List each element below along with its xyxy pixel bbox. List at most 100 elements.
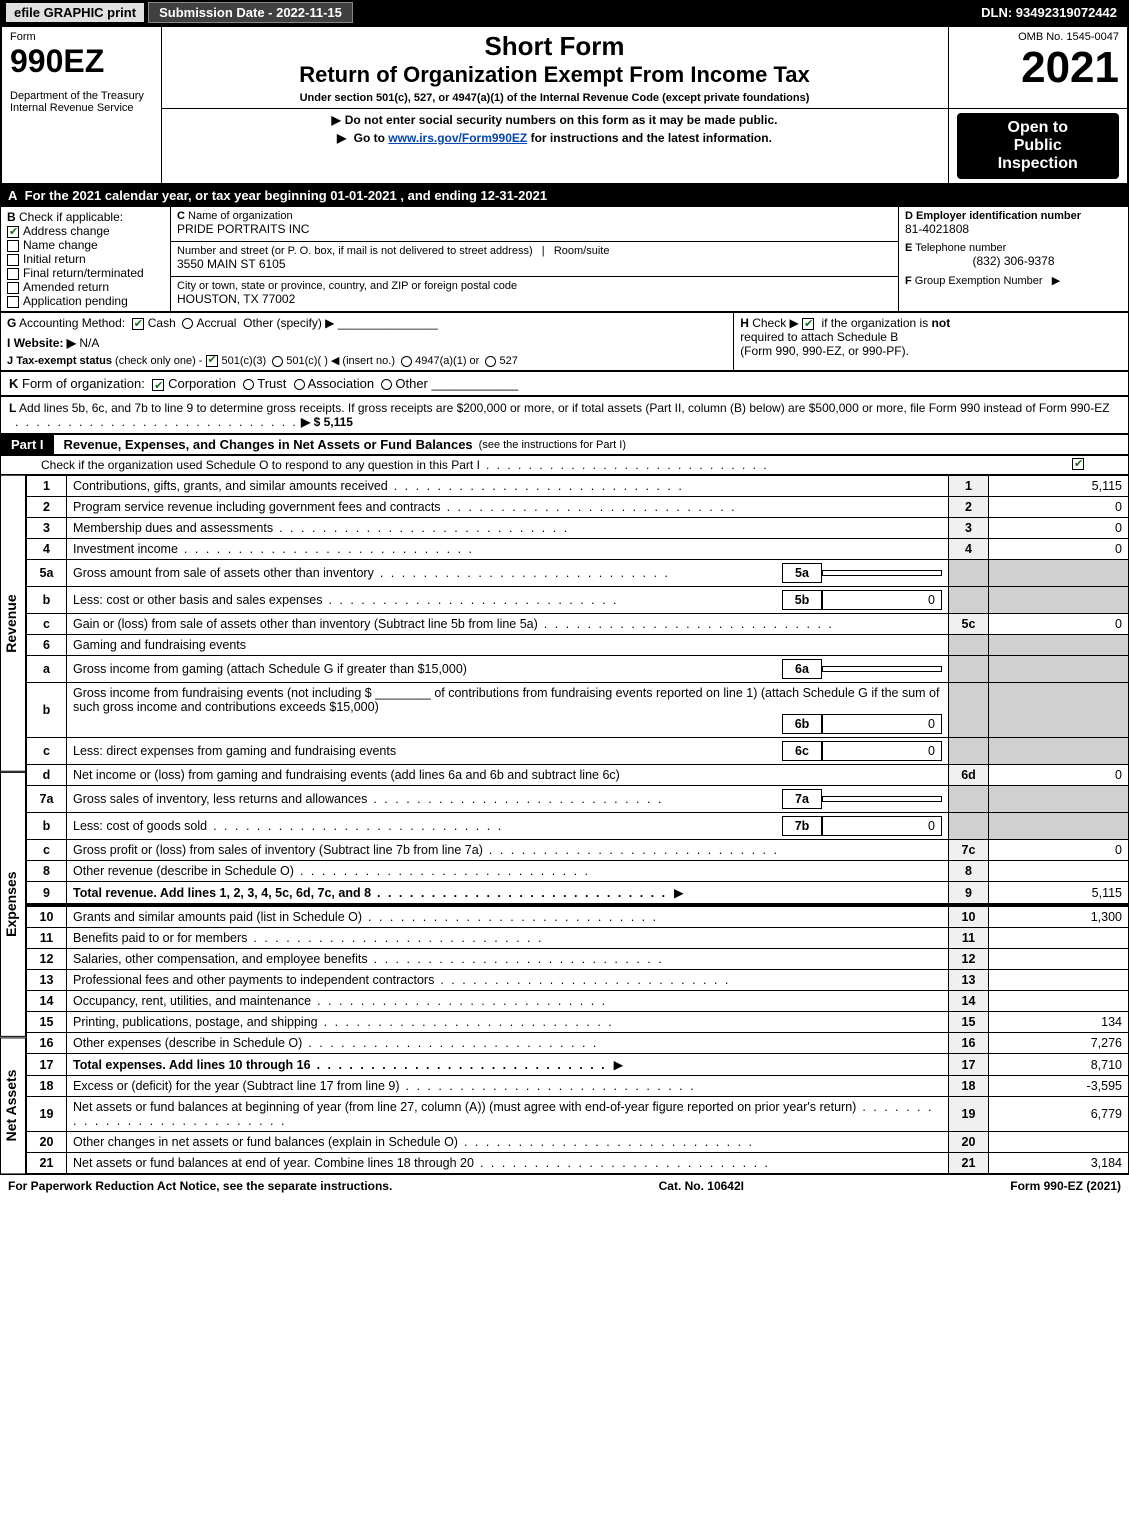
radio-accrual[interactable] bbox=[182, 318, 193, 329]
checkbox-final-return[interactable] bbox=[7, 268, 19, 280]
line-1-val: 5,115 bbox=[989, 476, 1129, 497]
section-b-label: Check if applicable: bbox=[19, 210, 123, 224]
radio-other[interactable] bbox=[381, 379, 392, 390]
sub-5a: 5a bbox=[782, 563, 822, 583]
checkbox-corp[interactable] bbox=[152, 379, 164, 391]
sub-5b: 5b bbox=[782, 590, 822, 610]
radio-assoc[interactable] bbox=[294, 379, 305, 390]
line-19-text: Net assets or fund balances at beginning… bbox=[67, 1097, 949, 1132]
line-14-val bbox=[989, 991, 1129, 1012]
footer-left: For Paperwork Reduction Act Notice, see … bbox=[8, 1179, 392, 1193]
table-row: b Less: cost of goods sold7b0 bbox=[27, 813, 1129, 840]
line-6b-pre: Gross income from fundraising events (no… bbox=[73, 686, 372, 700]
line-3-val: 0 bbox=[989, 518, 1129, 539]
radio-4947[interactable] bbox=[401, 356, 412, 367]
table-row: 9Total revenue. Add lines 1, 2, 3, 4, 5c… bbox=[27, 882, 1129, 905]
line-21-text: Net assets or fund balances at end of ye… bbox=[67, 1153, 949, 1174]
line-6c-text: Less: direct expenses from gaming and fu… bbox=[73, 744, 782, 758]
checkbox-501c3[interactable] bbox=[206, 355, 218, 367]
opt-name-change: Name change bbox=[23, 238, 98, 252]
ein-label: Employer identification number bbox=[916, 210, 1081, 222]
dln-label: DLN: 93492319072442 bbox=[975, 3, 1123, 22]
checkbox-amended[interactable] bbox=[7, 282, 19, 294]
irs-link[interactable]: www.irs.gov/Form990EZ bbox=[388, 131, 527, 145]
street-label: Number and street (or P. O. box, if mail… bbox=[177, 245, 533, 257]
checkbox-schedule-o[interactable] bbox=[1072, 458, 1084, 470]
line-20-val bbox=[989, 1132, 1129, 1153]
table-row: 16Other expenses (describe in Schedule O… bbox=[27, 1033, 1129, 1054]
arrow-icon bbox=[337, 131, 350, 145]
line-11-text: Benefits paid to or for members bbox=[67, 928, 949, 949]
gh-block: G Accounting Method: Cash Accrual Other … bbox=[0, 312, 1129, 371]
line-5c-text: Gain or (loss) from sale of assets other… bbox=[67, 614, 949, 635]
line-7c-val: 0 bbox=[989, 840, 1129, 861]
group-exempt-label: Group Exemption Number bbox=[915, 275, 1043, 287]
sub-7b: 7b bbox=[782, 816, 822, 836]
phone-label: Telephone number bbox=[915, 242, 1006, 254]
line-7a-text: Gross sales of inventory, less returns a… bbox=[73, 792, 782, 806]
checkbox-initial-return[interactable] bbox=[7, 254, 19, 266]
line-5a-text: Gross amount from sale of assets other t… bbox=[73, 566, 782, 580]
checkbox-name-change[interactable] bbox=[7, 240, 19, 252]
line-8-val bbox=[989, 861, 1129, 882]
line-1-text: Contributions, gifts, grants, and simila… bbox=[67, 476, 949, 497]
efile-print-label[interactable]: efile GRAPHIC print bbox=[6, 3, 144, 22]
checkbox-cash[interactable] bbox=[132, 318, 144, 330]
line-7b-text: Less: cost of goods sold bbox=[73, 819, 782, 833]
sub-6a: 6a bbox=[782, 659, 822, 679]
open-line3: Inspection bbox=[959, 155, 1118, 173]
tax-year-end: 12-31-2021 bbox=[481, 188, 548, 203]
l-val: ▶ $ 5,115 bbox=[301, 415, 353, 429]
table-row: 10Grants and similar amounts paid (list … bbox=[27, 907, 1129, 928]
phone-value: (832) 306-9378 bbox=[905, 254, 1122, 268]
line-6d-val: 0 bbox=[989, 765, 1129, 786]
footer-right-form: 990-EZ bbox=[1044, 1179, 1083, 1193]
open-line2: Public bbox=[959, 137, 1118, 155]
checkbox-address-change[interactable] bbox=[7, 226, 19, 238]
radio-501c[interactable] bbox=[272, 356, 283, 367]
checkbox-app-pending[interactable] bbox=[7, 296, 19, 308]
sub-7b-val: 0 bbox=[822, 816, 942, 836]
table-row: 3Membership dues and assessments30 bbox=[27, 518, 1129, 539]
table-row: 17Total expenses. Add lines 10 through 1… bbox=[27, 1054, 1129, 1076]
table-row: 11Benefits paid to or for members11 bbox=[27, 928, 1129, 949]
opt-trust: Trust bbox=[257, 376, 286, 391]
k-label: Form of organization: bbox=[22, 376, 145, 391]
radio-527[interactable] bbox=[485, 356, 496, 367]
table-row: 18Excess or (deficit) for the year (Subt… bbox=[27, 1076, 1129, 1097]
line-6d-text: Net income or (loss) from gaming and fun… bbox=[67, 765, 949, 786]
opt-501c-pre: 501(c)( bbox=[286, 355, 324, 367]
line-15-text: Printing, publications, postage, and shi… bbox=[67, 1012, 949, 1033]
line-2-text: Program service revenue including govern… bbox=[67, 497, 949, 518]
checkbox-h[interactable] bbox=[802, 318, 814, 330]
line-12-text: Salaries, other compensation, and employ… bbox=[67, 949, 949, 970]
opt-amended: Amended return bbox=[23, 280, 109, 294]
line-15-val: 134 bbox=[989, 1012, 1129, 1033]
form-number: 990EZ bbox=[10, 43, 153, 80]
h-line3: (Form 990, 990-EZ, or 990-PF). bbox=[740, 344, 909, 358]
top-bar: efile GRAPHIC print Submission Date - 20… bbox=[0, 0, 1129, 25]
opt-final-return: Final return/terminated bbox=[23, 266, 144, 280]
main-title: Return of Organization Exempt From Incom… bbox=[170, 62, 940, 88]
h-line2: required to attach Schedule B bbox=[740, 330, 898, 344]
opt-other: Other bbox=[395, 376, 428, 391]
sub-6b-val: 0 bbox=[822, 714, 942, 734]
line-items-table: 1Contributions, gifts, grants, and simil… bbox=[26, 475, 1129, 1174]
line-16-val: 7,276 bbox=[989, 1033, 1129, 1054]
revenue-vert-label: Revenue bbox=[0, 475, 26, 772]
opt-corp: Corporation bbox=[168, 376, 236, 391]
radio-trust[interactable] bbox=[243, 379, 254, 390]
line-9-val: 5,115 bbox=[989, 882, 1129, 905]
l-text: Add lines 5b, 6c, and 7b to line 9 to de… bbox=[19, 401, 1110, 415]
part-i-check-row: Check if the organization used Schedule … bbox=[0, 455, 1129, 475]
info-block: B Check if applicable: Address change Na… bbox=[0, 206, 1129, 312]
line-18-text: Excess or (deficit) for the year (Subtra… bbox=[67, 1076, 949, 1097]
table-row: 20Other changes in net assets or fund ba… bbox=[27, 1132, 1129, 1153]
line-16-text: Other expenses (describe in Schedule O) bbox=[67, 1033, 949, 1054]
table-row: cGross profit or (loss) from sales of in… bbox=[27, 840, 1129, 861]
line-9-text: Total revenue. Add lines 1, 2, 3, 4, 5c,… bbox=[73, 886, 667, 900]
line-7c-text: Gross profit or (loss) from sales of inv… bbox=[67, 840, 949, 861]
subtitle: Under section 501(c), 527, or 4947(a)(1)… bbox=[170, 92, 940, 104]
tax-year: 2021 bbox=[957, 43, 1120, 93]
section-l: L Add lines 5b, 6c, and 7b to line 9 to … bbox=[0, 396, 1129, 434]
